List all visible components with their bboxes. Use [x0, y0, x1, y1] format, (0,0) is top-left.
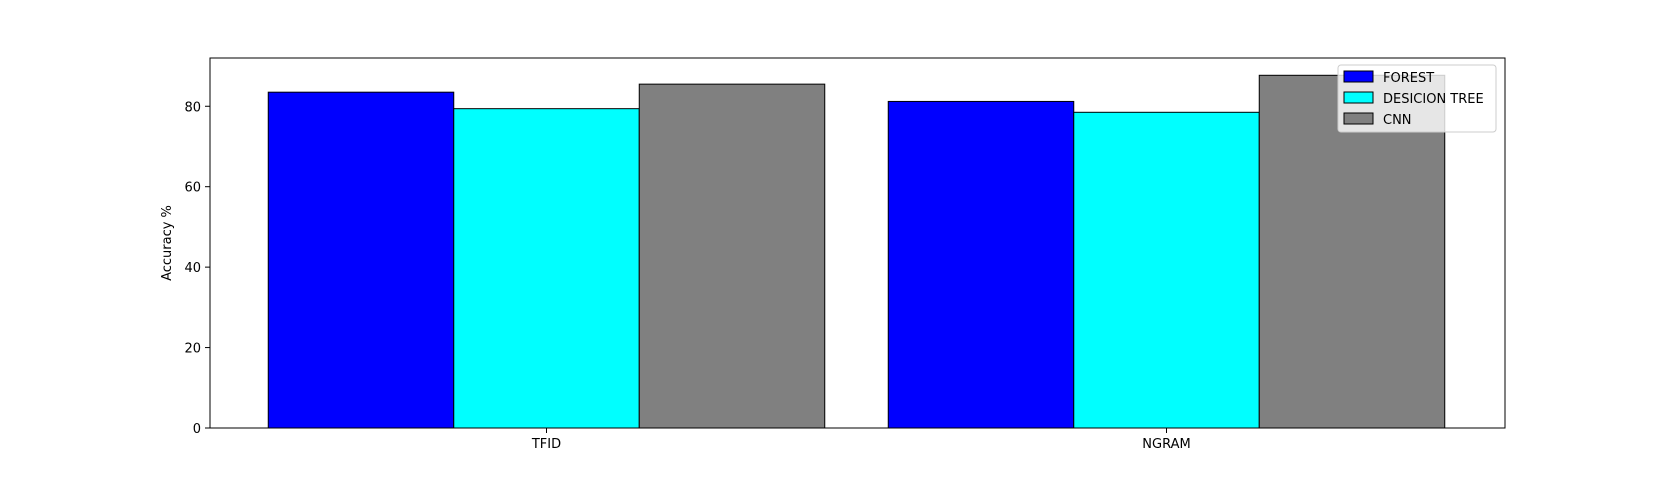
- y-axis-ticks: 0 20 40 60 80: [184, 100, 210, 437]
- bar-forest-tfid: [267, 91, 455, 429]
- legend-swatch-forest: [1343, 70, 1374, 83]
- legend-label-desicion-tree: DESICION TREE: [1383, 92, 1484, 107]
- bar-desicion-tree-tfid: [453, 108, 640, 429]
- y-tick-label: 40: [184, 261, 201, 276]
- bar-forest-ngram: [887, 100, 1075, 429]
- x-axis-ticks: TFID NGRAM: [531, 428, 1191, 452]
- y-tick-label: 60: [184, 181, 201, 196]
- legend-label-cnn: CNN: [1383, 113, 1412, 128]
- legend-label-forest: FOREST: [1383, 71, 1434, 86]
- legend-box: [1337, 64, 1497, 133]
- legend-swatch-desicion-tree: [1343, 91, 1374, 104]
- x-tick-label: NGRAM: [1142, 437, 1190, 452]
- bar-cnn-tfid: [638, 83, 826, 429]
- y-tick-label: 0: [193, 422, 201, 437]
- legend-swatch-cnn: [1343, 112, 1374, 125]
- bars-group: [267, 74, 1446, 429]
- plot-frame: [209, 57, 1506, 429]
- x-tick-label: TFID: [531, 437, 561, 452]
- y-axis-label: Accuracy %: [160, 205, 175, 281]
- y-tick-label: 80: [184, 100, 201, 115]
- y-tick-label: 20: [184, 342, 201, 357]
- bar-cnn-ngram: [1258, 74, 1446, 429]
- legend: FOREST DESICION TREE CNN: [1337, 64, 1497, 133]
- bar-desicion-tree-ngram: [1073, 111, 1260, 429]
